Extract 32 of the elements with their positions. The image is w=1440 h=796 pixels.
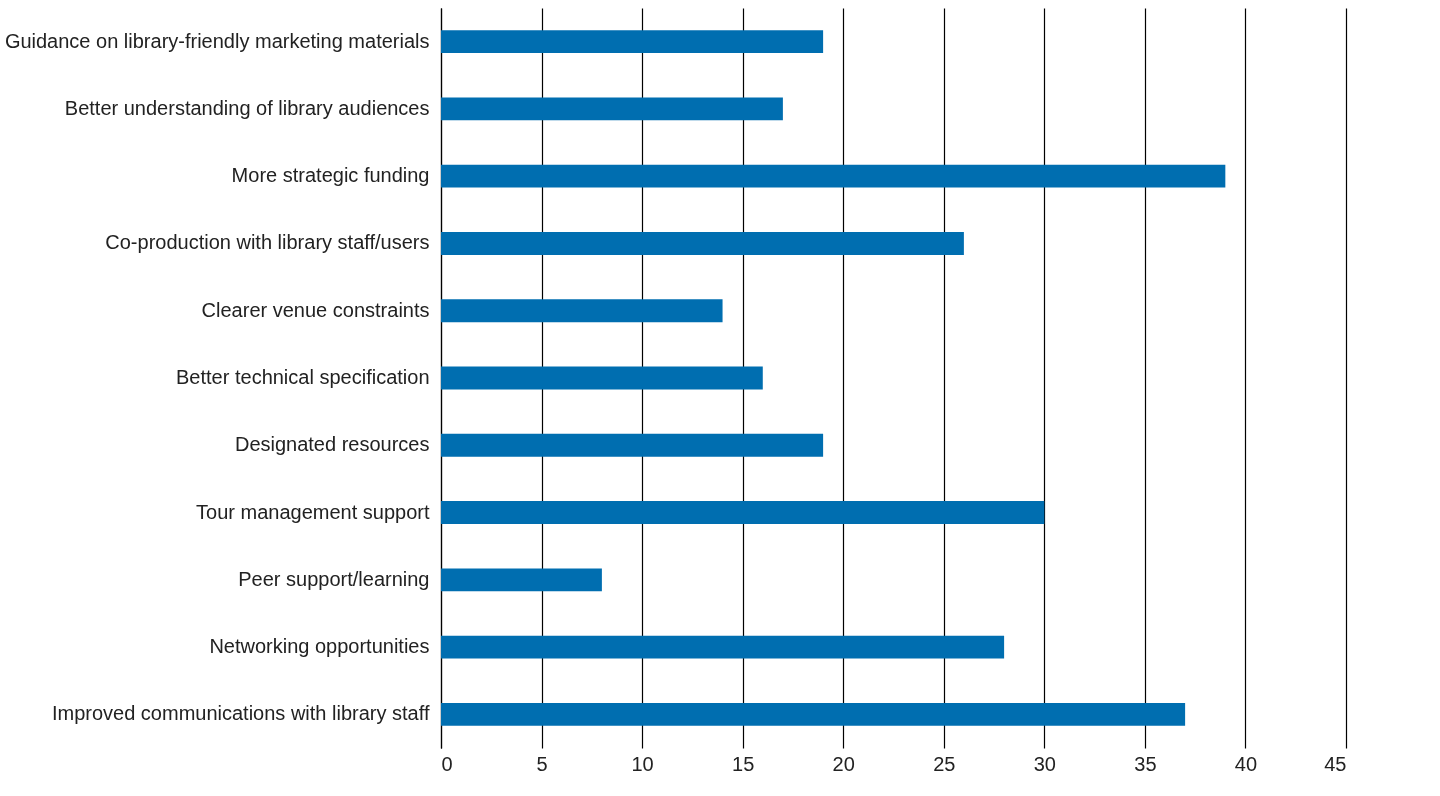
bar	[441, 299, 723, 323]
x-tick-label: 5	[536, 752, 548, 775]
bar	[441, 635, 1005, 659]
y-tick-label: Networking opportunities	[209, 635, 430, 658]
x-tick-label: 10	[631, 752, 654, 775]
bar	[441, 702, 1186, 726]
y-tick-label: Better understanding of library audiences	[64, 96, 430, 119]
x-tick-label: 0	[441, 752, 453, 775]
bar	[441, 30, 824, 54]
x-tick-label: 20	[832, 752, 855, 775]
y-tick-label: Peer support/learning	[238, 567, 430, 590]
y-tick-label: Guidance on library-friendly marketing materials	[4, 29, 430, 52]
y-tick-label: Designated resources	[234, 433, 430, 456]
bar	[441, 568, 602, 592]
y-tick-label: Tour management support	[196, 500, 430, 523]
bar	[441, 232, 964, 255]
x-tick-label: 30	[1033, 752, 1056, 775]
y-tick-label: More strategic funding	[231, 164, 430, 187]
x-tick-label: 35	[1134, 752, 1157, 775]
y-tick-label: Improved communications with library staff	[51, 702, 430, 725]
y-tick-label: Better technical specification	[176, 366, 430, 388]
bar	[441, 97, 783, 121]
x-tick-label: 40	[1234, 752, 1258, 775]
y-tick-label: Clearer venue constraints	[201, 298, 430, 321]
x-tick-label: 25	[933, 752, 956, 775]
x-tick-label: 15	[732, 752, 755, 775]
bar	[441, 366, 763, 390]
y-tick-label: Co-production with library staff/users	[105, 231, 430, 254]
bar	[441, 433, 824, 457]
x-tick-label: 45	[1324, 752, 1347, 775]
bar	[441, 164, 1226, 188]
bar	[441, 501, 1045, 524]
